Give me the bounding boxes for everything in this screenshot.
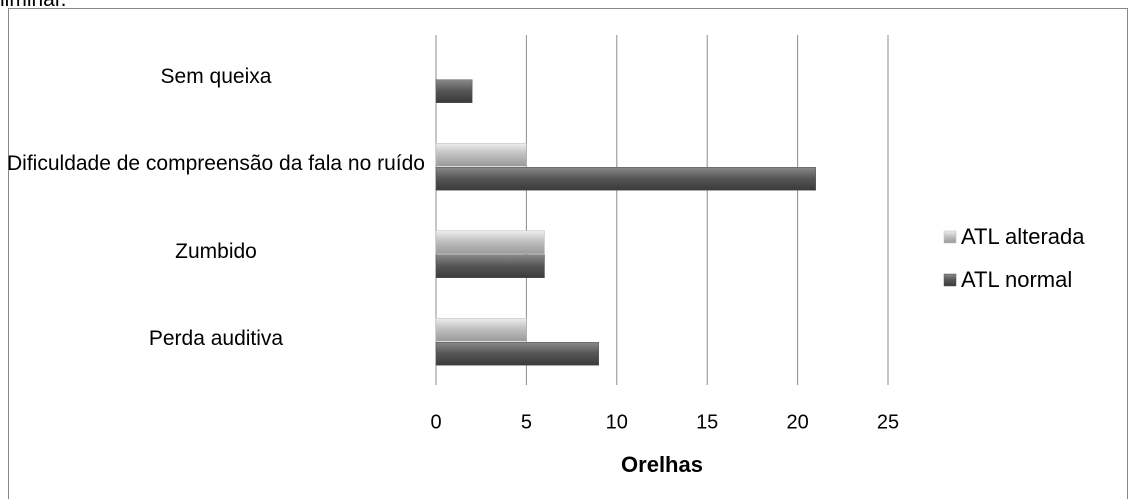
- x-axis-title: Orelhas: [621, 452, 703, 477]
- chart-border: [8, 8, 1128, 499]
- bar: [435, 143, 527, 167]
- bar: [435, 79, 473, 103]
- x-tick-label: 5: [521, 411, 532, 433]
- y-tick-label: Perda auditiva: [148, 327, 284, 351]
- legend-swatch: [943, 273, 957, 287]
- y-tick-label: Dificuldade de compreensão da fala no ru…: [7, 152, 425, 176]
- x-tick-label: 15: [696, 411, 718, 433]
- bar: [435, 254, 545, 278]
- bar: [435, 318, 527, 342]
- caption: liminar.: [0, 0, 67, 12]
- x-tick-label: 10: [606, 411, 628, 433]
- y-tick-label: Zumbido: [175, 239, 257, 263]
- bar: [435, 230, 545, 254]
- y-tick-label: Sem queixa: [160, 64, 272, 88]
- legend-swatch: [943, 230, 957, 244]
- x-tick-label: 20: [786, 411, 808, 433]
- x-tick-label: 25: [877, 411, 899, 433]
- bar: [435, 342, 599, 366]
- bar: [435, 167, 816, 191]
- x-tick-label: 0: [430, 411, 441, 433]
- legend-label: ATL alterada: [961, 224, 1085, 249]
- legend-label: ATL normal: [961, 267, 1072, 292]
